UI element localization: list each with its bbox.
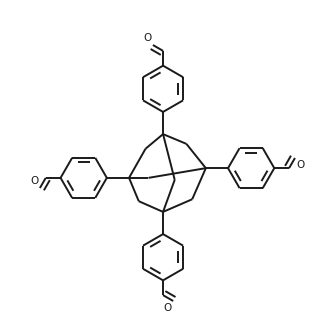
- Text: O: O: [163, 303, 172, 313]
- Text: O: O: [30, 177, 38, 186]
- Text: O: O: [296, 159, 305, 170]
- Text: O: O: [143, 33, 151, 44]
